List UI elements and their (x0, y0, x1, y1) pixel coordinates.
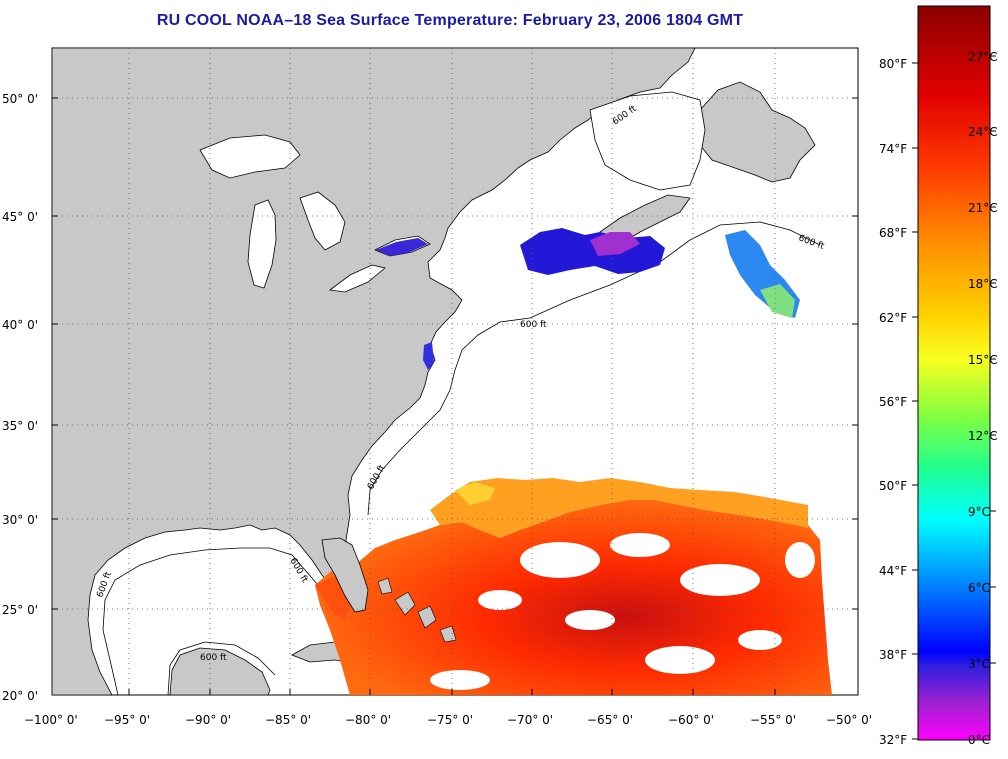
sst-field-yellow-fringe (455, 482, 495, 505)
newfoundland-island (699, 81, 816, 183)
lon-label: −70° 0' (507, 713, 554, 727)
gulf-of-st-lawrence (589, 91, 706, 191)
lon-label: −100° 0' (24, 713, 78, 727)
lat-label: 20° 0' (2, 689, 39, 703)
colorbar-celsius-label: 6°C (968, 581, 991, 595)
shelf-contour-600ft (367, 221, 821, 516)
colorbar-celsius-label: 24°C (968, 125, 998, 139)
colorbar-fahrenheit-label: 80°F (879, 57, 908, 71)
lon-label: −90° 0' (185, 713, 232, 727)
lake-superior (199, 134, 301, 179)
lake-michigan (247, 199, 277, 289)
lon-label: −50° 0' (826, 713, 873, 727)
lat-label: 25° 0' (2, 603, 39, 617)
lon-label: −75° 0' (427, 713, 474, 727)
lat-label: 45° 0' (2, 210, 39, 224)
colorbar-celsius-label: 27°C (968, 50, 998, 64)
lon-label: −95° 0' (104, 713, 151, 727)
lat-label: 30° 0' (2, 513, 39, 527)
colorbar-celsius-label: 3°C (968, 657, 991, 671)
sst-patch-chesapeake (423, 342, 434, 370)
sst-patch-purple-fringe (590, 232, 640, 256)
cloud-gaps (430, 533, 815, 690)
lon-label: −60° 0' (668, 713, 715, 727)
sst-patch-cool-green (760, 284, 795, 318)
sst-field-northern-edge (430, 478, 808, 538)
colorbar (917, 5, 991, 741)
lake-huron (299, 191, 346, 251)
colorbar-fahrenheit-label: 38°F (879, 648, 908, 662)
yucatan-peninsula (169, 647, 271, 695)
contour-label: 600 ft (520, 320, 547, 330)
map-title: RU COOL NOAA–18 Sea Surface Temperature:… (156, 12, 744, 29)
lon-label: −85° 0' (265, 713, 312, 727)
colorbar-celsius-label: 18°C (968, 277, 998, 291)
colorbar-ticks (912, 55, 996, 740)
sst-field-subtropical (315, 500, 832, 695)
sst-patch-lake-ontario (376, 238, 428, 256)
lake-erie (328, 264, 386, 293)
yucatan-shelf-contour (167, 641, 276, 695)
florida-peninsula (321, 537, 369, 613)
contour-label: 600 ft (200, 653, 227, 663)
gulf-shelf-contour (102, 547, 331, 695)
colorbar-fahrenheit-label: 44°F (879, 564, 908, 578)
colorbar-celsius-label: 0°C (968, 733, 991, 747)
lat-label: 35° 0' (2, 419, 39, 433)
colorbar-fahrenheit-label: 68°F (879, 226, 908, 240)
colorbar-fahrenheit-label: 32°F (879, 733, 908, 747)
colorbar-celsius-label: 15°C (968, 353, 998, 367)
lat-label: 40° 0' (2, 318, 39, 332)
colorbar-fahrenheit-label: 62°F (879, 311, 908, 325)
colorbar-fahrenheit-label: 74°F (879, 142, 908, 156)
land-north-america (52, 48, 696, 695)
lon-label: −80° 0' (345, 713, 392, 727)
lon-label: −65° 0' (587, 713, 634, 727)
colorbar-fahrenheit-label: 56°F (879, 395, 908, 409)
axis-ticks (52, 97, 858, 695)
lat-label: 50° 0' (2, 92, 39, 106)
colorbar-fahrenheit-label: 50°F (879, 479, 908, 493)
colorbar-celsius-label: 9°C (968, 505, 991, 519)
colorbar-celsius-label: 12°C (968, 429, 998, 443)
lon-label: −55° 0' (750, 713, 797, 727)
colorbar-celsius-label: 21°C (968, 201, 998, 215)
